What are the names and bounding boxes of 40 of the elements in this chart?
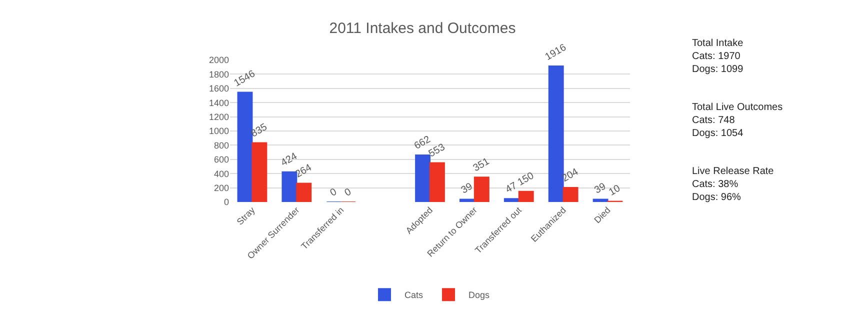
y-tick-label: 200 (214, 182, 229, 193)
y-tick-label: 1600 (208, 84, 229, 94)
y-tick-label: 1000 (208, 126, 229, 136)
y-tick-label: 800 (214, 140, 229, 150)
bar (548, 65, 564, 202)
bar (237, 92, 253, 202)
data-label: 0 (342, 186, 354, 199)
y-tick-label: 2000 (208, 55, 229, 66)
bar (474, 176, 490, 202)
bar (282, 171, 298, 202)
data-label: 0 (328, 186, 340, 199)
bar (504, 198, 520, 202)
data-label: 39 (592, 180, 608, 196)
bar (562, 187, 578, 202)
data-label: 1546 (232, 68, 258, 90)
y-tick-label: 400 (214, 168, 229, 179)
data-label: 1916 (544, 42, 569, 63)
bar (296, 182, 312, 202)
bar (592, 198, 608, 202)
text: Live Release Rate Cats: 38% Dogs: 96% (692, 166, 774, 203)
chart-title: 2011 Intakes and Outcomes (329, 20, 516, 37)
bar (252, 142, 268, 202)
data-label: 10 (607, 182, 623, 198)
y-tick-label: 1800 (208, 69, 229, 80)
legend-label: Cats (404, 290, 424, 300)
y-tick-label: 0 (224, 197, 229, 208)
data-label: 835 (249, 122, 270, 140)
data-label: 39 (459, 180, 475, 196)
bar (415, 154, 430, 202)
text: Total Live Outcomes Cats: 748 Dogs: 1054 (692, 102, 783, 139)
legend-label: Dogs (468, 290, 490, 300)
y-tick-label: 1400 (208, 98, 229, 108)
bar (518, 190, 534, 202)
y-tick-label: 600 (214, 154, 229, 165)
data-label: 351 (472, 156, 492, 174)
bar (460, 198, 475, 202)
y-tick-label: 1200 (208, 112, 229, 122)
text: Total Intake Cats: 1970 Dogs: 1099 (692, 38, 744, 75)
data-label: 204 (560, 166, 581, 185)
bar (430, 162, 445, 202)
